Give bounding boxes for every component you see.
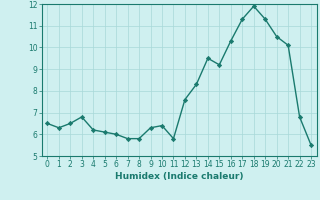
X-axis label: Humidex (Indice chaleur): Humidex (Indice chaleur) xyxy=(115,172,244,181)
